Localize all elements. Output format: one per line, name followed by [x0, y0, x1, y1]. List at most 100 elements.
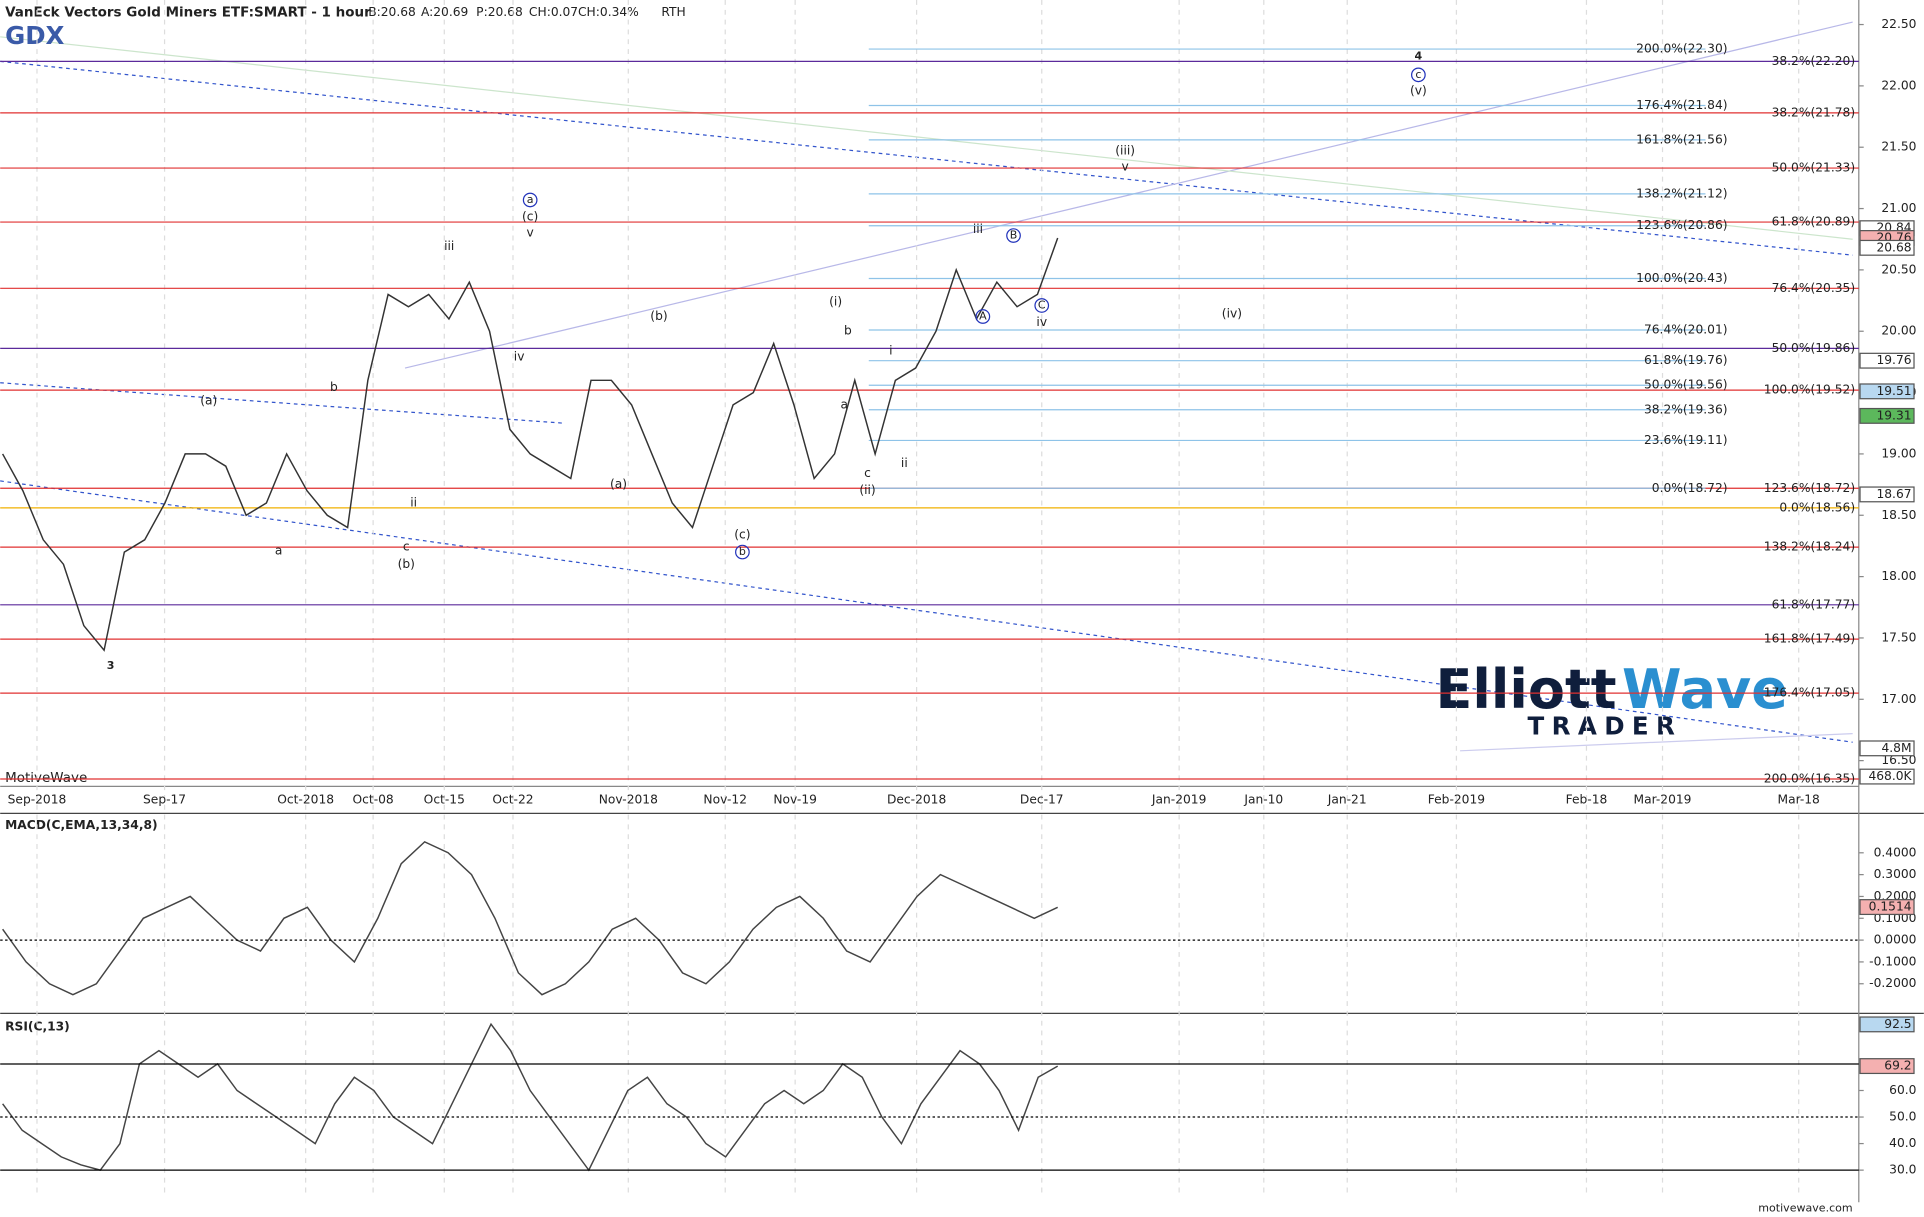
wave-label: (c)	[734, 527, 750, 541]
wave-circle	[1034, 298, 1050, 313]
wave-label: (a)	[200, 394, 217, 408]
wave-label: 3	[107, 659, 115, 672]
fib-label: 200.0%(16.35)	[1764, 772, 1855, 786]
x-tick-label: Oct-2018	[277, 792, 334, 806]
x-tick-label: Jan-21	[1327, 792, 1367, 806]
y-tick-label: 50.0	[1889, 1110, 1916, 1124]
wave-label: (iv)	[1222, 307, 1242, 321]
price-tag-label: 19.31	[1876, 408, 1911, 422]
fib-label: 23.6%(19.11)	[1644, 433, 1728, 447]
volume-tag	[1859, 768, 1915, 785]
x-tick-label: Nov-12	[703, 792, 747, 806]
y-tick-label: 20.00	[1881, 324, 1916, 338]
wave-label: iii	[444, 239, 454, 253]
wave-label: v	[527, 226, 534, 240]
wave-label: b	[844, 324, 852, 338]
fib-label: 176.4%(17.05)	[1764, 686, 1855, 700]
fib-label: 100.0%(20.43)	[1636, 271, 1727, 285]
fib-label: 38.2%(21.78)	[1772, 105, 1856, 119]
wave-label: v	[1122, 159, 1129, 173]
trendlines	[0, 21, 1853, 752]
wave-label: c	[864, 466, 871, 480]
trendline	[0, 60, 1853, 256]
quote: CH:0.34%	[578, 5, 639, 19]
y-tick-label: 22.00	[1881, 78, 1916, 92]
x-tick-label: Feb-2019	[1428, 792, 1485, 806]
x-tick-label: Jan-10	[1243, 792, 1283, 806]
macd-tag-label: 0.1514	[1869, 900, 1912, 914]
y-tick-label: 21.00	[1881, 201, 1916, 215]
price-tag	[1859, 407, 1915, 424]
price-tag-label: 18.67	[1876, 487, 1911, 501]
fib-label: 61.8%(20.89)	[1772, 215, 1856, 229]
trendline	[1460, 733, 1853, 752]
wave-label: (iii)	[1115, 143, 1135, 157]
fib-label: 123.6%(18.72)	[1764, 481, 1855, 495]
fib-label: 0.0%(18.56)	[1779, 500, 1855, 514]
x-tick-label: Oct-15	[424, 792, 465, 806]
wave-label: A	[979, 310, 987, 323]
y-tick-label: 0.4000	[1874, 845, 1917, 859]
y-tick-label: 18.00	[1881, 569, 1916, 583]
wave-label: c	[403, 540, 410, 554]
x-tick-label: Sep-17	[143, 792, 186, 806]
wave-label: iv	[514, 350, 525, 364]
y-tick-label: 60.0	[1889, 1083, 1916, 1097]
wave-label: 4	[1415, 49, 1423, 62]
y-tick-label: 40.0	[1889, 1136, 1916, 1150]
fib-label: 38.2%(22.20)	[1772, 54, 1856, 68]
x-tick-label: Jan-2019	[1151, 792, 1206, 806]
rsi-title: RSI(C,13)	[5, 1019, 70, 1033]
y-tick-label: 0.0000	[1874, 933, 1917, 947]
wave-circle	[735, 544, 750, 560]
price-tag	[1859, 239, 1915, 256]
x-tick-label: Mar-2019	[1634, 792, 1692, 806]
fib-label: 161.8%(21.56)	[1636, 132, 1727, 146]
x-tick-label: Sep-2018	[8, 792, 67, 806]
fib-label: 176.4%(21.84)	[1636, 98, 1727, 112]
wave-label: iii	[973, 222, 983, 236]
trendline	[404, 21, 1853, 369]
volume-tag-label: 4.8M	[1881, 741, 1911, 755]
wave-circle	[975, 309, 991, 324]
wave-label: (ii)	[859, 483, 875, 497]
fib-label: 76.4%(20.01)	[1644, 323, 1728, 337]
x-tick-label: Oct-08	[353, 792, 394, 806]
fib-label: 50.0%(19.86)	[1772, 341, 1856, 355]
wave-label: ii	[901, 456, 908, 470]
rsi-tag-label: 69.2	[1884, 1059, 1911, 1073]
wave-label: b	[739, 545, 746, 558]
x-tick-label: Oct-22	[492, 792, 533, 806]
x-tick-label: Nov-2018	[599, 792, 658, 806]
macd-tag	[1859, 899, 1915, 916]
wave-circle	[1006, 228, 1021, 243]
brand: MotiveWave	[5, 770, 87, 786]
wave-label: (b)	[650, 309, 667, 323]
quote: B:20.68	[368, 5, 416, 19]
fib-label: 161.8%(17.49)	[1764, 632, 1855, 646]
y-tick-label: 19.00	[1881, 446, 1916, 460]
y-tick-label: 30.0	[1889, 1163, 1916, 1177]
y-tick-label: 17.00	[1881, 692, 1916, 706]
quote: RTH	[661, 5, 685, 19]
fib-label: 38.2%(19.36)	[1644, 402, 1728, 416]
wave-circle	[1411, 67, 1426, 83]
fib-label: 123.6%(20.86)	[1636, 218, 1727, 232]
wave-label: (a)	[610, 477, 627, 491]
wave-label: (b)	[398, 557, 415, 571]
y-tick-label: 16.50	[1881, 753, 1916, 767]
price-tag-label: 19.51	[1876, 384, 1911, 398]
logo-text: TRADER	[1528, 712, 1683, 741]
fib-label: 0.0%(18.72)	[1652, 481, 1728, 495]
wave-label: a	[527, 193, 534, 206]
price-tag-label: 19.76	[1876, 353, 1911, 367]
wave-label: (c)	[522, 210, 538, 224]
wave-label: a	[275, 543, 283, 557]
price-tag	[1859, 383, 1915, 400]
macd-title: MACD(C,EMA,13,34,8)	[5, 818, 158, 832]
volume-tag	[1859, 740, 1915, 757]
fib-label: 50.0%(21.33)	[1772, 161, 1856, 175]
volume-tag-label: 468.0K	[1868, 769, 1912, 783]
fib-label: 200.0%(22.30)	[1636, 42, 1727, 56]
y-tick-label: 17.50	[1881, 630, 1916, 644]
